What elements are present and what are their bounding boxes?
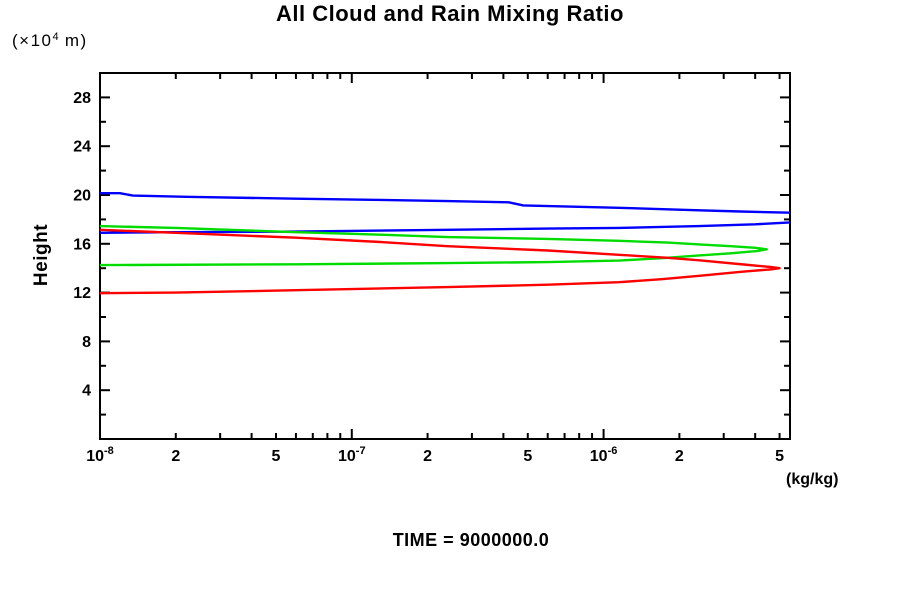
y-tick-label: 24 <box>73 139 91 156</box>
plot-box <box>99 72 791 440</box>
series-red-profile <box>99 228 781 295</box>
y-unit-prefix: (×10 <box>12 31 53 50</box>
y-tick-label: 16 <box>73 236 91 253</box>
x-tick-label: 10-7 <box>338 445 366 465</box>
x-tick-label: 2 <box>423 448 432 465</box>
x-tick-label: 5 <box>272 448 281 465</box>
y-unit-suffix: m) <box>58 31 88 50</box>
y-tick-label: 8 <box>82 334 91 351</box>
y-tick-label: 12 <box>73 285 91 302</box>
y-unit-superscript: 4 <box>52 31 59 43</box>
x-tick-label: 10-6 <box>590 445 618 465</box>
series-green-profile <box>99 224 768 267</box>
series-blue-upper-branch <box>100 192 791 214</box>
chart-title: All Cloud and Rain Mixing Ratio <box>276 1 624 26</box>
time-caption: TIME = 9000000.0 <box>392 530 550 550</box>
x-tick-label: 10-8 <box>86 445 114 465</box>
x-axis-unit-label: (kg/kg) <box>786 471 839 488</box>
y-tick-label: 4 <box>82 383 91 400</box>
y-tick-label: 20 <box>73 188 91 205</box>
x-tick-label: 2 <box>675 448 684 465</box>
x-tick-label: 5 <box>775 448 784 465</box>
x-tick-label: 5 <box>523 448 532 465</box>
y-tick-label: 28 <box>73 90 91 107</box>
y-axis-unit-label: (×104 m) <box>12 31 88 51</box>
series-blue-lower-branch <box>99 221 791 234</box>
x-tick-label: 2 <box>171 448 180 465</box>
